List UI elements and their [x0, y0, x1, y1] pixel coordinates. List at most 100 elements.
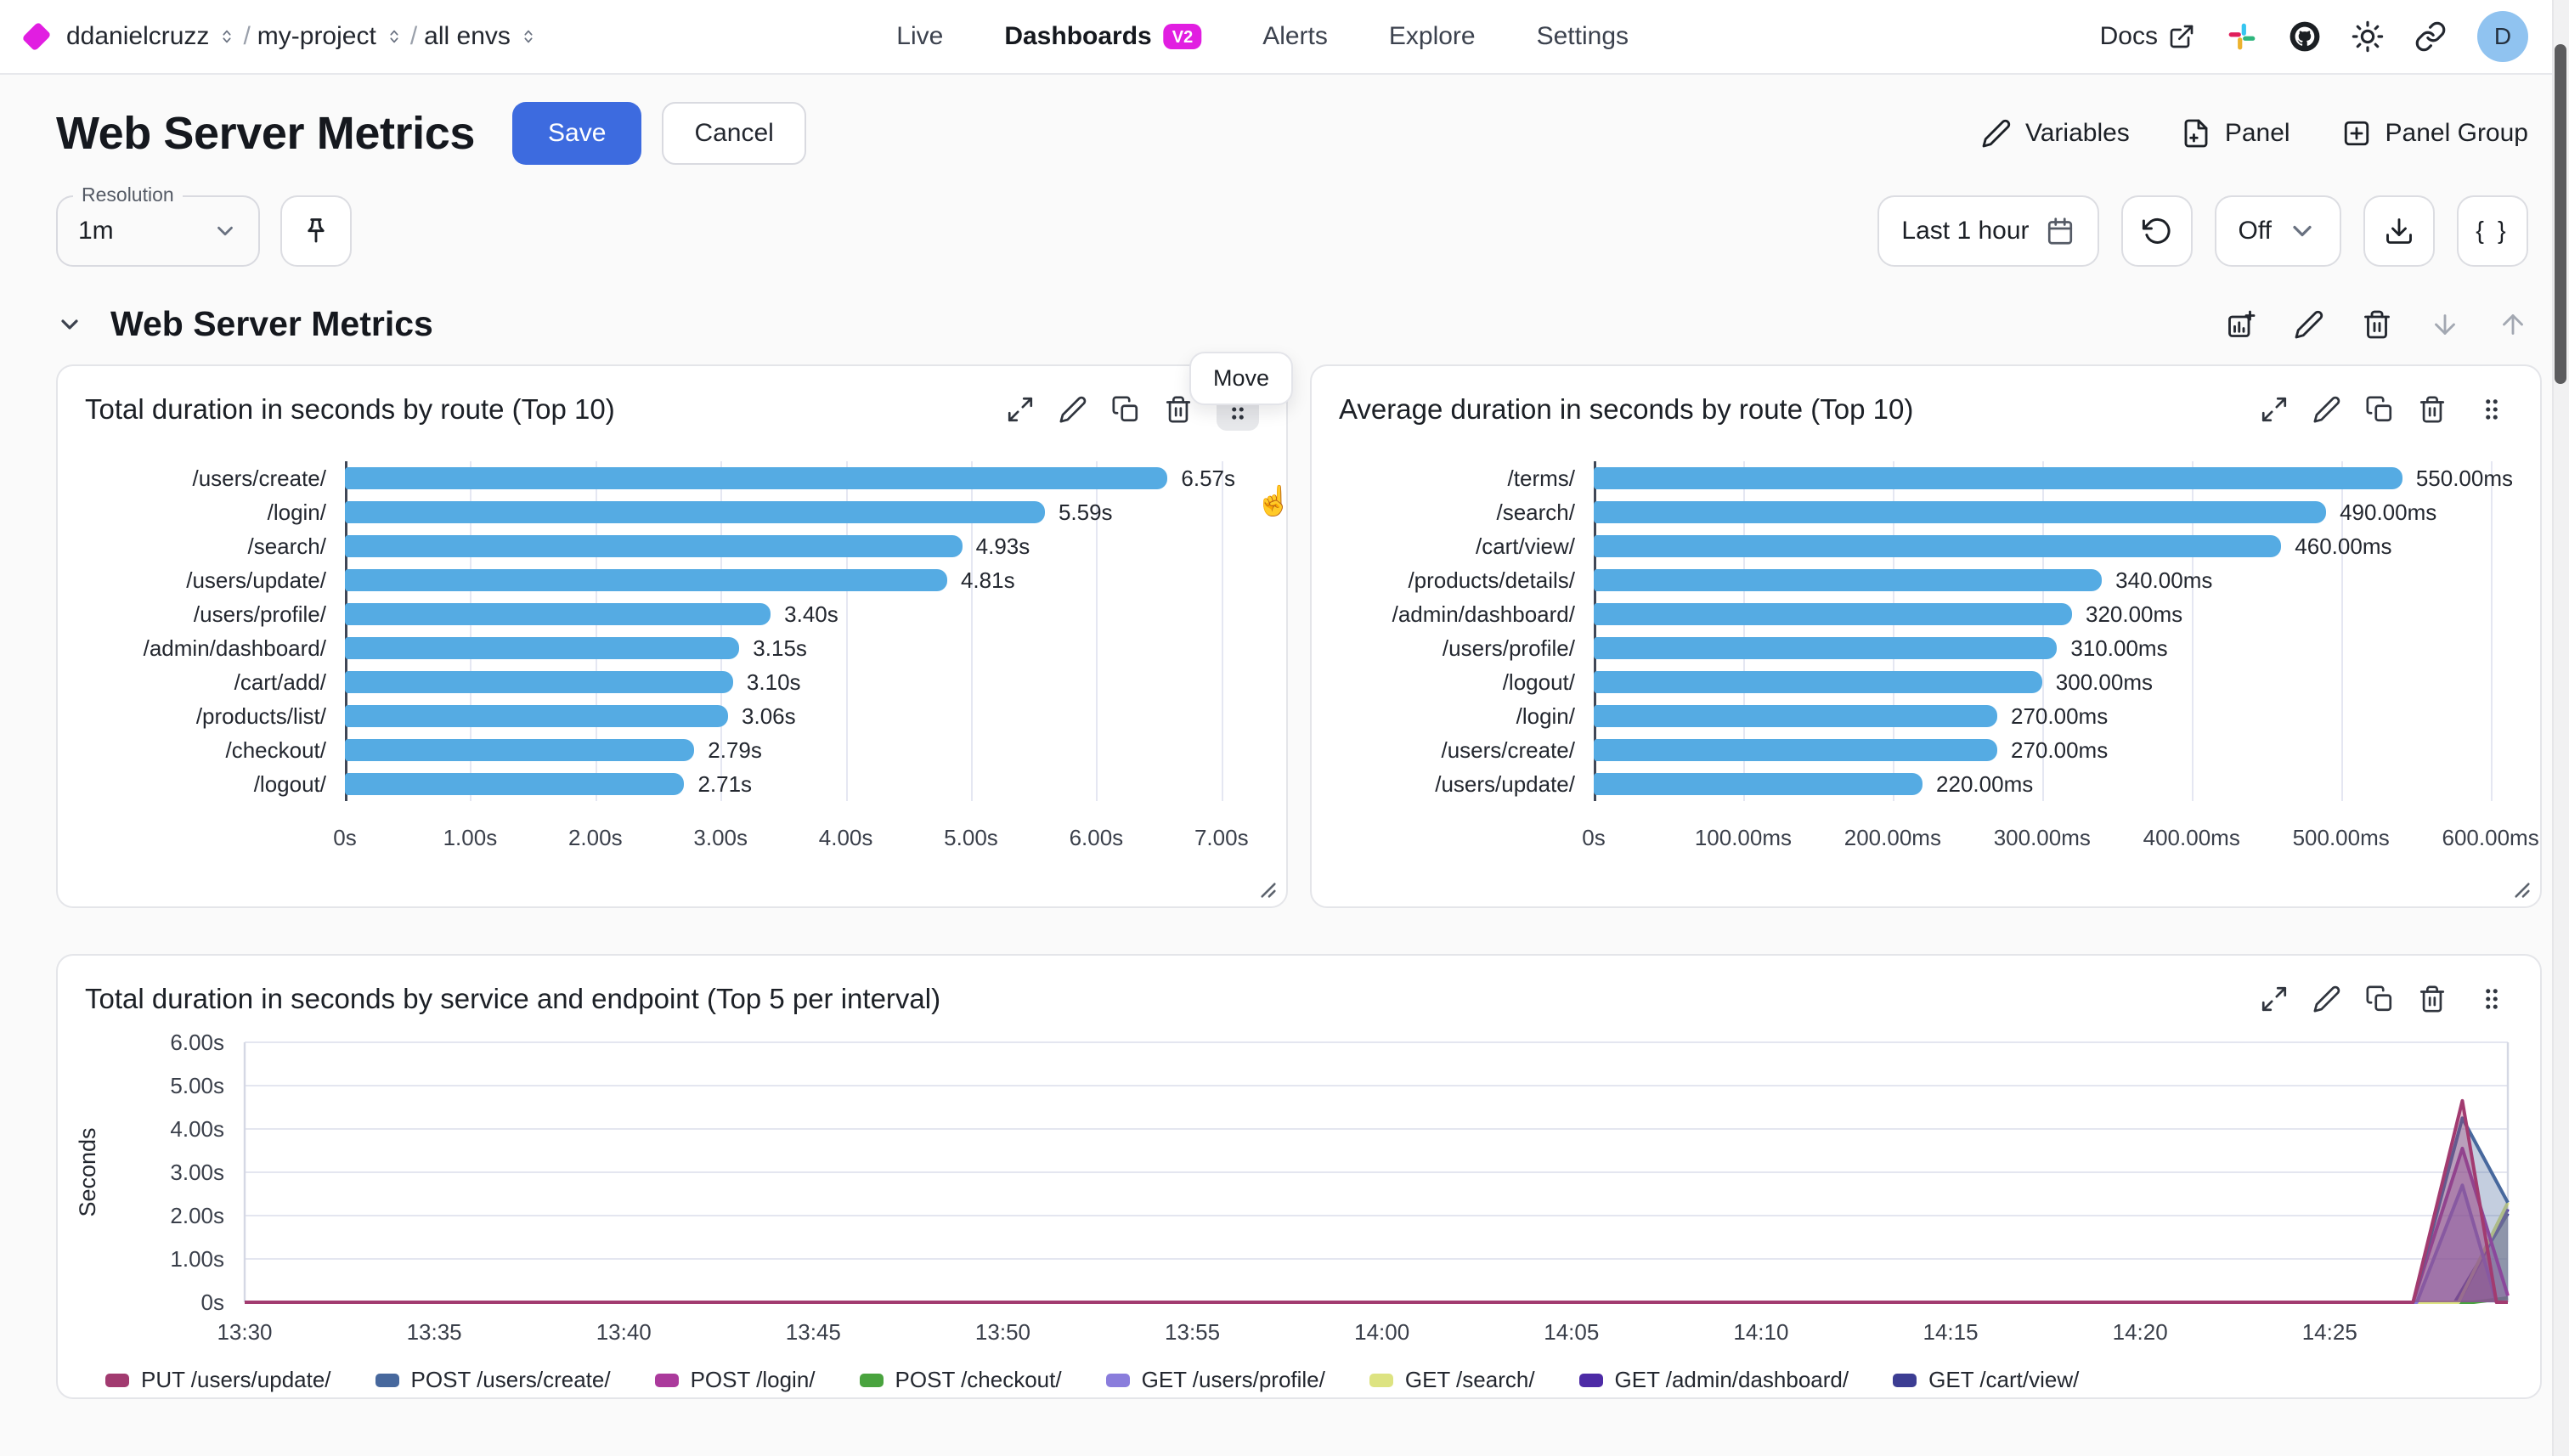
breadcrumb-item-ddanielcruzz[interactable]: ddanielcruzz: [66, 22, 236, 51]
copy-icon[interactable]: [2365, 985, 2394, 1013]
theme-sun-icon[interactable]: [2352, 20, 2384, 53]
copy-icon[interactable]: [1111, 395, 1140, 424]
series-line-PUT /users/update/[interactable]: [245, 1098, 2508, 1304]
variables-button[interactable]: Variables: [1981, 118, 2130, 149]
resize-handle-icon[interactable]: [1259, 881, 1278, 900]
resize-handle-icon[interactable]: [2513, 881, 2532, 900]
legend-item-GET /admin/dashboard/[interactable]: GET /admin/dashboard/: [1578, 1367, 1849, 1393]
bar[interactable]: [1594, 671, 2042, 693]
bar[interactable]: [1594, 705, 1998, 727]
avatar[interactable]: D: [2477, 11, 2528, 62]
trash-icon[interactable]: [2362, 309, 2392, 340]
bar[interactable]: [1594, 467, 2402, 489]
bar[interactable]: [345, 535, 963, 557]
bar[interactable]: [1594, 569, 2103, 591]
x-tick-label: 13:50: [975, 1319, 1030, 1345]
breadcrumb-item-my-project[interactable]: my-project: [257, 22, 404, 51]
updown-icon: [390, 30, 398, 43]
legend-item-POST /users/create/[interactable]: POST /users/create/: [375, 1367, 611, 1393]
pin-resolution-button[interactable]: [280, 195, 352, 267]
trash-icon[interactable]: [2418, 985, 2447, 1013]
bar[interactable]: [345, 569, 947, 591]
expand-icon[interactable]: [2260, 985, 2289, 1013]
docs-link[interactable]: Docs: [2100, 22, 2195, 51]
category-label: /login/: [1516, 703, 1575, 729]
breadcrumb-item-all envs[interactable]: all envs: [424, 22, 538, 51]
scrollbar-thumb[interactable]: [2555, 44, 2566, 384]
download-button[interactable]: [2363, 195, 2435, 267]
collapse-chevron-icon[interactable]: [56, 311, 83, 338]
value-label: 270.00ms: [2011, 736, 2109, 763]
cancel-button[interactable]: Cancel: [662, 102, 806, 165]
nav-tab-live[interactable]: Live: [896, 0, 943, 765]
bar[interactable]: [345, 603, 771, 625]
pencil-icon[interactable]: [1059, 395, 1087, 424]
bar[interactable]: [345, 637, 740, 659]
panel-group-button[interactable]: Panel Group: [2341, 118, 2528, 149]
arrow-down-icon[interactable]: [2430, 309, 2460, 340]
series-line-POST /users/create/[interactable]: [245, 1116, 2510, 1304]
bar[interactable]: [1594, 603, 2072, 625]
legend-item-GET /users/profile/[interactable]: GET /users/profile/: [1105, 1367, 1325, 1393]
legend-item-POST /checkout/[interactable]: POST /checkout/: [859, 1367, 1062, 1393]
legend-item-GET /search/[interactable]: GET /search/: [1369, 1367, 1535, 1393]
bar[interactable]: [345, 467, 1168, 489]
series-line-GET /users/profile/[interactable]: [245, 1183, 2508, 1304]
bar[interactable]: [345, 773, 685, 795]
nav-tab-settings[interactable]: Settings: [1537, 0, 1629, 765]
bar[interactable]: [345, 671, 733, 693]
value-label: 3.15s: [753, 635, 807, 661]
grid-line: [1892, 461, 1894, 801]
dashboard-main: Web Server Metrics Save Cancel Variables…: [0, 75, 2569, 1399]
value-label: 5.59s: [1058, 499, 1113, 525]
github-icon[interactable]: [2289, 20, 2321, 53]
grip-icon: [2486, 989, 2498, 1009]
legend-item-POST /login/[interactable]: POST /login/: [654, 1367, 816, 1393]
time-range-button[interactable]: Last 1 hour: [1877, 195, 2099, 267]
chart-add-icon[interactable]: [2226, 309, 2256, 340]
category-label: /users/profile/: [193, 601, 326, 627]
bar[interactable]: [1594, 535, 2282, 557]
json-editor-button[interactable]: { }: [2457, 195, 2528, 267]
value-label: 3.40s: [784, 601, 838, 627]
pencil-icon[interactable]: [2294, 309, 2324, 340]
series-line-GET /admin/dashboard/[interactable]: [245, 1208, 2510, 1304]
drag-handle[interactable]: [2470, 388, 2513, 431]
bar[interactable]: [345, 705, 729, 727]
chevron-down-icon: [217, 226, 233, 236]
legend-swatch: [375, 1373, 399, 1387]
save-button[interactable]: Save: [512, 102, 642, 165]
resolution-select[interactable]: Resolution 1m: [56, 183, 260, 267]
drag-handle[interactable]: [2470, 978, 2513, 1020]
refresh-button[interactable]: [2120, 195, 2193, 267]
expand-icon[interactable]: [1006, 395, 1035, 424]
share-link-icon[interactable]: [2414, 20, 2447, 53]
trash-icon[interactable]: [2418, 395, 2447, 424]
arrow-up-icon[interactable]: [2498, 309, 2528, 340]
expand-icon[interactable]: [2260, 395, 2289, 424]
panel-button[interactable]: Panel: [2181, 118, 2290, 149]
pencil-icon[interactable]: [2312, 985, 2341, 1013]
bar-track: 320.00ms: [1594, 597, 2513, 631]
pencil-icon[interactable]: [2312, 395, 2341, 424]
bar[interactable]: [345, 739, 695, 761]
bar[interactable]: [1594, 773, 1923, 795]
page-scrollbar[interactable]: [2552, 0, 2569, 1456]
series-line-GET /search/[interactable]: [245, 1201, 2510, 1304]
copy-icon[interactable]: [2365, 395, 2394, 424]
auto-refresh-select[interactable]: Off: [2214, 195, 2341, 267]
category-label: /users/create/: [1441, 736, 1575, 763]
legend-item-GET /cart/view/[interactable]: GET /cart/view/: [1893, 1367, 2079, 1393]
series-line-GET /cart/view/[interactable]: [245, 1212, 2510, 1304]
legend-item-PUT /users/update/[interactable]: PUT /users/update/: [105, 1367, 331, 1393]
nav-tab-explore[interactable]: Explore: [1389, 0, 1476, 765]
bar[interactable]: [1594, 739, 1998, 761]
bar[interactable]: [345, 501, 1045, 523]
bar[interactable]: [1594, 637, 2058, 659]
grid-line: [595, 461, 597, 801]
nav-tab-alerts[interactable]: Alerts: [1262, 0, 1328, 765]
slack-icon[interactable]: [2226, 20, 2258, 53]
bar[interactable]: [1594, 501, 2327, 523]
x-tick-label: 14:00: [1354, 1319, 1409, 1345]
trash-icon[interactable]: [1164, 395, 1193, 424]
